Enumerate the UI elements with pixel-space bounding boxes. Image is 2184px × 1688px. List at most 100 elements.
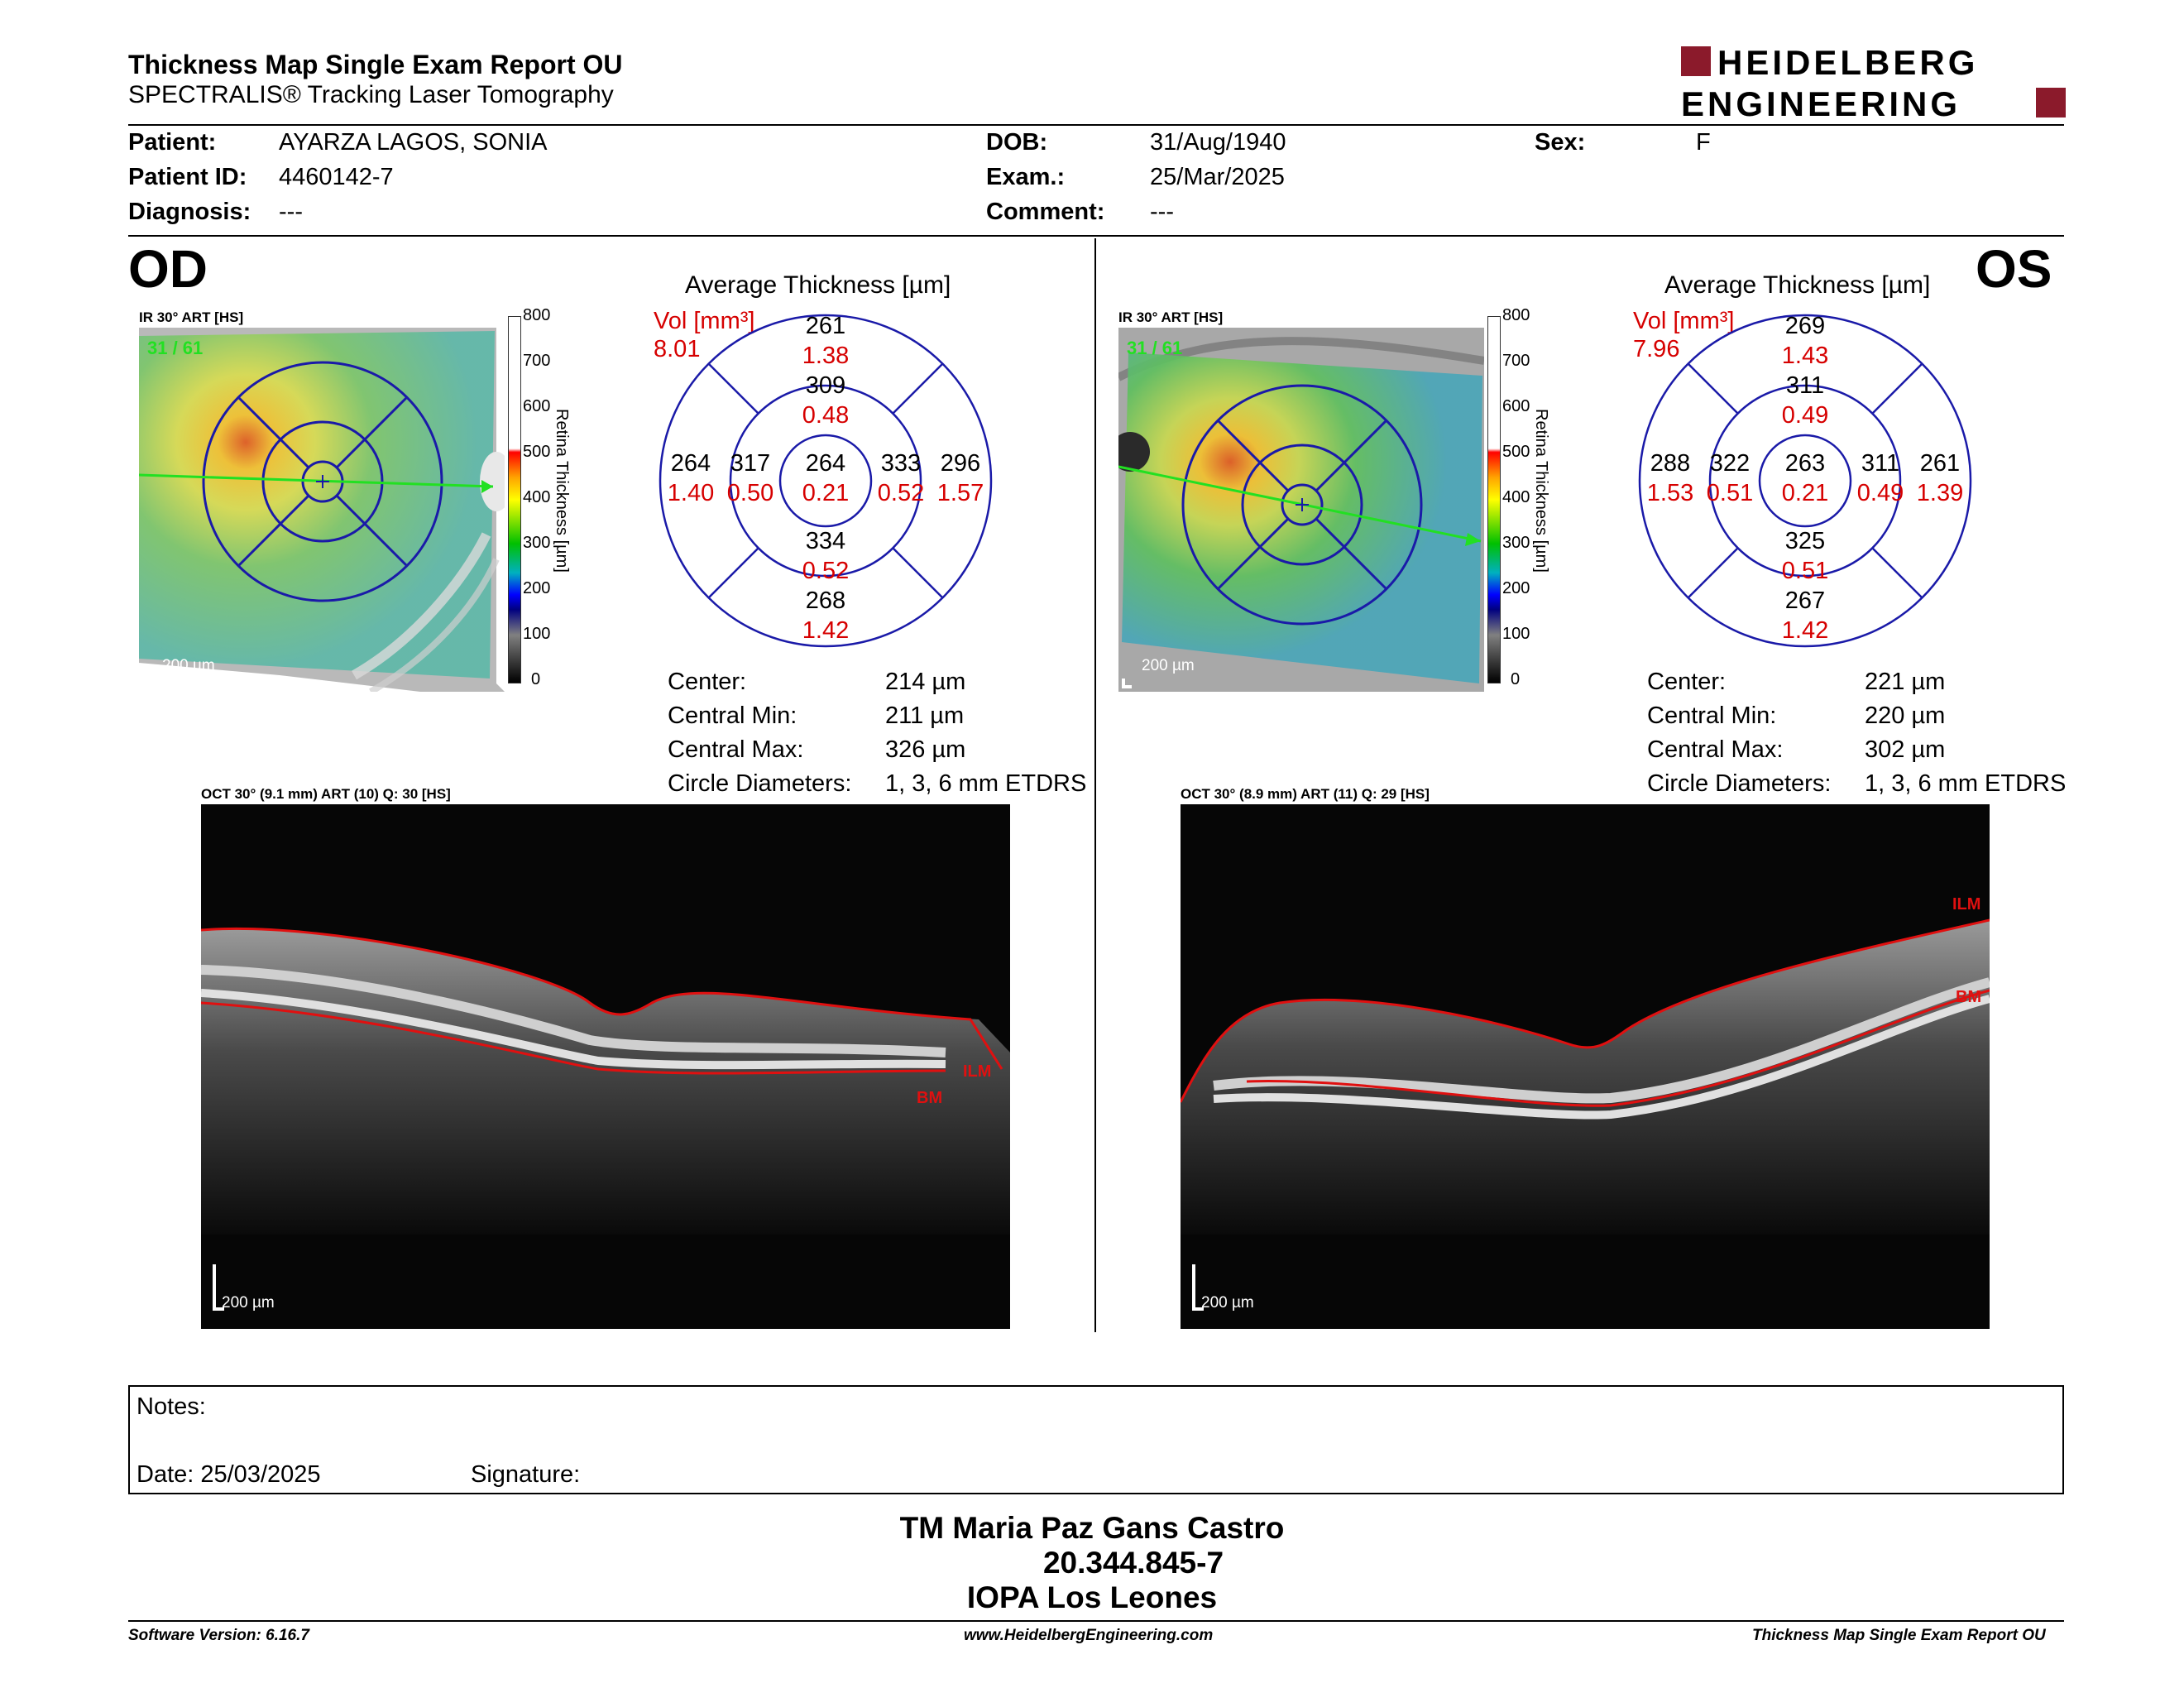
patient-label: Patient: (128, 129, 217, 156)
notes-label: Notes: (136, 1393, 206, 1420)
od-oct-bm: BM (917, 1089, 943, 1107)
od-outer-right-vol: 1.57 (936, 480, 984, 506)
footer-report: Thickness Map Single Exam Report OU (1752, 1627, 2046, 1644)
os-sector-values: 269 1.43 311 0.49 288 1.53 322 0.51 263 … (1640, 313, 1971, 644)
os-center-vol: 0.21 (1781, 480, 1829, 506)
os-colorbar-title-wrap: Retina Thickness [µm] (1532, 409, 1563, 591)
od-tick-700: 700 (523, 352, 551, 370)
od-fundus-thickness-map (139, 328, 505, 692)
od-etdrs-grid (659, 314, 993, 648)
od-outer-bottom: 268 (805, 587, 846, 614)
os-ir-count: 31 / 61 (1127, 338, 1183, 358)
od-sector-values: 261 1.38 309 0.48 264 1.40 317 0.50 264 … (660, 313, 991, 644)
od-ir-count: 31 / 61 (147, 338, 204, 358)
od-outer-right: 296 (940, 450, 981, 477)
os-oct-label: OCT 30° (8.9 mm) ART (11) Q: 29 [HS] (1181, 786, 1430, 802)
os-inner-right-vol: 0.49 (1856, 480, 1904, 506)
os-colorbar-ticks: 800 700 600 500 400 300 200 100 0 (1502, 306, 1535, 695)
od-ir-scale: 200 µm (162, 657, 215, 674)
os-outer-right-vol: 1.39 (1916, 480, 1964, 506)
od-outer-left: 264 (670, 450, 711, 477)
os-outer-bottom-vol: 1.42 (1781, 617, 1829, 644)
od-tick-500: 500 (523, 443, 551, 461)
exam-value: 25/Mar/2025 (1150, 164, 1285, 190)
os-outer-top-vol: 1.43 (1781, 343, 1829, 369)
od-ir-label: IR 30° ART [HS] (139, 309, 244, 325)
os-outer-left: 288 (1650, 450, 1691, 477)
signer-clinic: IOPA Los Leones (966, 1580, 1218, 1614)
od-outer-top: 261 (805, 313, 846, 339)
od-colorbar (508, 316, 521, 683)
sex-value: F (1696, 129, 1711, 156)
notes-signature: Signature: (471, 1461, 581, 1488)
os-tick-600: 600 (1502, 397, 1530, 415)
os-etdrs-grid (1638, 314, 1972, 648)
os-oct-scale: 200 µm (1201, 1294, 1254, 1312)
od-inner-left-vol: 0.50 (726, 480, 774, 506)
report-title: Thickness Map Single Exam Report OU (128, 50, 623, 79)
od-min-value: 211 µm (885, 703, 965, 729)
od-tick-100: 100 (523, 625, 551, 643)
od-colorbar-title-wrap: Retina Thickness [µm] (553, 409, 583, 591)
comment-value: --- (1150, 199, 1174, 225)
notes-date: Date: 25/03/2025 (136, 1461, 321, 1488)
notes-box: Notes: Date: 25/03/2025 Signature: (128, 1385, 2064, 1494)
od-outer-left-vol: 1.40 (667, 480, 715, 506)
os-ir-label: IR 30° ART [HS] (1118, 309, 1224, 325)
os-inner-bottom: 325 (1784, 528, 1826, 554)
patient-name: AYARZA LAGOS, SONIA (279, 129, 548, 156)
os-colorbar-title: Retina Thickness [µm] (1532, 409, 1550, 573)
os-vol-value: 7.96 (1633, 336, 1680, 362)
os-outer-bottom: 267 (1784, 587, 1826, 614)
os-inner-left: 322 (1709, 450, 1751, 477)
os-eye-label: OS (1976, 239, 2052, 299)
od-tick-0: 0 (531, 670, 541, 688)
logo-line1: HEIDELBERG (1717, 43, 1978, 82)
od-eye-label: OD (128, 239, 208, 299)
os-inner-top-vol: 0.49 (1781, 402, 1829, 429)
os-vol-label: Vol [mm³] (1633, 308, 1735, 334)
header-divider (128, 124, 2064, 126)
os-oct-bm: BM (1956, 988, 1982, 1006)
diagnosis-value: --- (279, 199, 303, 225)
od-center-vol: 0.21 (802, 480, 850, 506)
os-inner-left-vol: 0.51 (1706, 480, 1754, 506)
eye-divider (1094, 238, 1096, 1332)
od-max-label: Central Max: (668, 736, 804, 763)
od-max-value: 326 µm (885, 736, 966, 763)
dob-label: DOB: (986, 129, 1048, 156)
od-vol-value: 8.01 (654, 336, 701, 362)
os-max-value: 302 µm (1865, 736, 1946, 763)
footer-software: Software Version: 6.16.7 (128, 1627, 309, 1644)
os-tick-100: 100 (1502, 625, 1530, 643)
od-tick-300: 300 (523, 534, 551, 552)
dob-value: 31/Aug/1940 (1150, 129, 1286, 156)
os-tick-300: 300 (1502, 534, 1530, 552)
od-center-label: Center: (668, 669, 747, 695)
od-center: 264 (805, 450, 846, 477)
od-inner-top-vol: 0.48 (802, 402, 850, 429)
od-oct-ilm: ILM (963, 1062, 992, 1081)
footer-website[interactable]: www.HeidelbergEngineering.com (964, 1627, 1214, 1644)
os-tick-400: 400 (1502, 488, 1530, 506)
od-colorbar-ticks: 800 700 600 500 400 300 200 100 0 (523, 306, 556, 695)
os-tick-200: 200 (1502, 579, 1530, 597)
os-center-label: Center: (1647, 669, 1727, 695)
heidelberg-logo: HEIDELBERG ENGINEERING (1681, 43, 2066, 122)
od-tick-200: 200 (523, 579, 551, 597)
os-avg-title: Average Thickness [µm] (1664, 271, 1931, 299)
signer-rut: 20.344.845-7 (1042, 1546, 1224, 1580)
footer-divider (128, 1620, 2064, 1622)
os-oct-bscan (1181, 804, 1990, 1329)
od-tick-800: 800 (523, 306, 551, 324)
os-ir-scale: 200 µm (1142, 657, 1195, 674)
os-center: 263 (1784, 450, 1826, 477)
os-outer-top: 269 (1784, 313, 1826, 339)
od-tick-600: 600 (523, 397, 551, 415)
os-oct-ilm: ILM (1952, 895, 1981, 914)
od-inner-bottom: 334 (805, 528, 846, 554)
od-colorbar-title: Retina Thickness [µm] (553, 409, 571, 573)
os-inner-right: 311 (1861, 450, 1900, 477)
od-avg-title: Average Thickness [µm] (685, 271, 951, 299)
os-tick-700: 700 (1502, 352, 1530, 370)
